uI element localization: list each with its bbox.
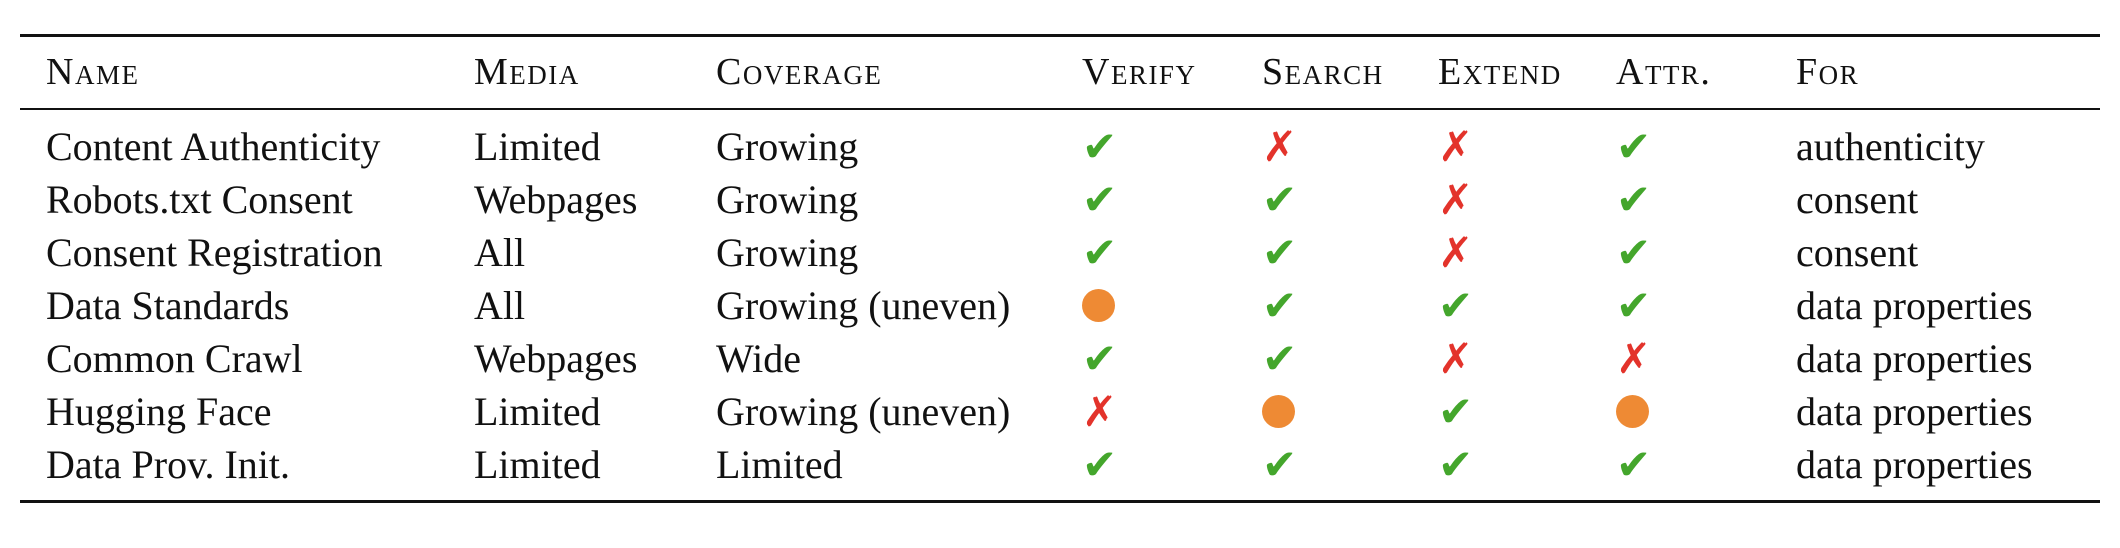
header-media: Media bbox=[474, 51, 580, 93]
cell-media: Limited bbox=[474, 124, 601, 169]
header-extend: Extend bbox=[1438, 51, 1562, 93]
search-partial-icon bbox=[1262, 385, 1310, 438]
top-rule bbox=[20, 34, 2100, 37]
cell-name: Data Standards bbox=[46, 283, 290, 328]
extend-check-icon: ✔ bbox=[1438, 440, 1474, 489]
header-name: Name bbox=[46, 51, 140, 93]
cell-name: Hugging Face bbox=[46, 389, 272, 434]
search-check-icon: ✔ bbox=[1262, 175, 1298, 224]
header-verify: Verify bbox=[1082, 51, 1197, 93]
cell-coverage: Growing bbox=[716, 230, 859, 275]
cell-media: Limited bbox=[474, 442, 601, 487]
cell-for: consent bbox=[1796, 177, 1919, 222]
cell-name: Robots.txt Consent bbox=[46, 177, 353, 222]
orange-circle-icon bbox=[1616, 395, 1649, 428]
cell-name: Data Prov. Init. bbox=[46, 442, 291, 487]
table-row: Robots.txt Consent Webpages Growing ✔ ✔ ✗ ✔ con… bbox=[0, 173, 2120, 226]
extend-cross-icon: ✗ bbox=[1438, 175, 1474, 224]
table-row: Data Prov. Init. Limited Limited ✔ ✔ ✔ ✔ data p… bbox=[0, 438, 2120, 491]
search-check-icon: ✔ bbox=[1262, 440, 1298, 489]
bottom-rule bbox=[20, 500, 2100, 503]
cell-media: Webpages bbox=[474, 336, 638, 381]
cell-for: data properties bbox=[1796, 442, 2033, 487]
verify-check-icon: ✔ bbox=[1082, 228, 1118, 277]
header-rule bbox=[20, 108, 2100, 110]
verify-partial-icon bbox=[1082, 279, 1130, 332]
attr-check-icon: ✔ bbox=[1616, 122, 1652, 171]
search-check-icon: ✔ bbox=[1262, 334, 1298, 383]
header-for: For bbox=[1796, 51, 1860, 93]
cell-for: authenticity bbox=[1796, 124, 1985, 169]
cell-media: Webpages bbox=[474, 177, 638, 222]
cell-media: All bbox=[474, 230, 526, 275]
cell-name: Common Crawl bbox=[46, 336, 303, 381]
attr-check-icon: ✔ bbox=[1616, 175, 1652, 224]
cell-name: Consent Registration bbox=[46, 230, 383, 275]
table-row: Common Crawl Webpages Wide ✔ ✔ ✗ ✗ data propert… bbox=[0, 332, 2120, 385]
cell-coverage: Growing bbox=[716, 177, 859, 222]
attr-partial-icon bbox=[1616, 385, 1664, 438]
cell-name: Content Authenticity bbox=[46, 124, 381, 169]
verify-check-icon: ✔ bbox=[1082, 122, 1118, 171]
extend-check-icon: ✔ bbox=[1438, 387, 1474, 436]
cell-for: consent bbox=[1796, 230, 1919, 275]
cell-media: All bbox=[474, 283, 526, 328]
verify-check-icon: ✔ bbox=[1082, 175, 1118, 224]
cell-for: data properties bbox=[1796, 336, 2033, 381]
attr-cross-icon: ✗ bbox=[1616, 334, 1652, 383]
verify-cross-icon: ✗ bbox=[1082, 387, 1118, 436]
table-row: Content Authenticity Limited Growing ✔ ✗ ✗ ✔ au… bbox=[0, 120, 2120, 173]
cell-coverage: Growing (uneven) bbox=[716, 283, 1011, 328]
cell-coverage: Growing bbox=[716, 124, 859, 169]
attr-check-icon: ✔ bbox=[1616, 440, 1652, 489]
header-coverage: Coverage bbox=[716, 51, 883, 93]
cell-coverage: Limited bbox=[716, 442, 843, 487]
cell-coverage: Growing (uneven) bbox=[716, 389, 1011, 434]
search-check-icon: ✔ bbox=[1262, 228, 1298, 277]
header-search: Search bbox=[1262, 51, 1384, 93]
cell-for: data properties bbox=[1796, 389, 2033, 434]
cell-coverage: Wide bbox=[716, 336, 802, 381]
verify-check-icon: ✔ bbox=[1082, 440, 1118, 489]
cell-for: data properties bbox=[1796, 283, 2033, 328]
orange-circle-icon bbox=[1262, 395, 1295, 428]
attr-check-icon: ✔ bbox=[1616, 281, 1652, 330]
search-cross-icon: ✗ bbox=[1262, 122, 1298, 171]
attr-check-icon: ✔ bbox=[1616, 228, 1652, 277]
header-attr: Attr. bbox=[1616, 51, 1712, 93]
cell-media: Limited bbox=[474, 389, 601, 434]
extend-cross-icon: ✗ bbox=[1438, 228, 1474, 277]
table-row: Data Standards All Growing (uneven) ✔ ✔ ✔ data… bbox=[0, 279, 2120, 332]
verify-check-icon: ✔ bbox=[1082, 334, 1118, 383]
search-check-icon: ✔ bbox=[1262, 281, 1298, 330]
extend-check-icon: ✔ bbox=[1438, 281, 1474, 330]
orange-circle-icon bbox=[1082, 289, 1115, 322]
table-row: Hugging Face Limited Growing (uneven) ✗ ✔ dat… bbox=[0, 385, 2120, 438]
extend-cross-icon: ✗ bbox=[1438, 122, 1474, 171]
extend-cross-icon: ✗ bbox=[1438, 334, 1474, 383]
table-row: Consent Registration All Growing ✔ ✔ ✗ ✔ consen… bbox=[0, 226, 2120, 279]
